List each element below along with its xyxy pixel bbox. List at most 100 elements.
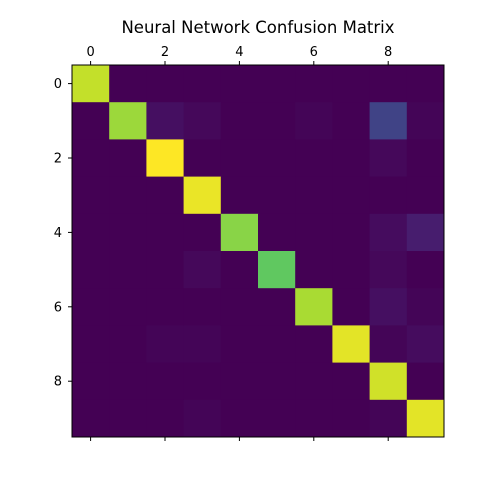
- heatmap-cell-r3-c7: [332, 176, 370, 215]
- y-tick-label-8: 8: [54, 375, 62, 390]
- heatmap-cell-r2-c4: [220, 139, 259, 177]
- heatmap-cell-r6-c7: [332, 288, 370, 326]
- heatmap-cell-r7-c2: [146, 325, 184, 363]
- heatmap-cell-r2-c1: [109, 139, 147, 177]
- heatmap-cell-r8-c4: [220, 362, 259, 401]
- axis-ticks: 0 2 4 6 8 0 2 4 6 8: [54, 45, 392, 441]
- heatmap-cells: [72, 65, 445, 438]
- heatmap-cell-r2-c2: [146, 139, 184, 177]
- heatmap-cell-r1-c0: [72, 102, 110, 140]
- heatmap-cell-r3-c1: [109, 176, 147, 215]
- heatmap-cell-r8-c6: [295, 362, 333, 401]
- heatmap-cell-r5-c6: [295, 251, 333, 289]
- heatmap-cell-r1-c2: [146, 102, 184, 140]
- heatmap-cell-r1-c9: [406, 102, 445, 140]
- heatmap-cell-r5-c5: [258, 251, 296, 289]
- heatmap-cell-r7-c7: [332, 325, 370, 363]
- heatmap-cell-r6-c1: [109, 288, 147, 326]
- heatmap-cell-r5-c0: [72, 251, 110, 289]
- heatmap-cell-r3-c5: [258, 176, 296, 215]
- heatmap-cell-r6-c5: [258, 288, 296, 326]
- heatmap-cell-r8-c0: [72, 362, 110, 401]
- heatmap-cell-r9-c8: [369, 399, 408, 438]
- chart-title: Neural Network Confusion Matrix: [121, 18, 394, 37]
- heatmap-cell-r4-c2: [146, 213, 184, 252]
- heatmap-cell-r7-c5: [258, 325, 296, 363]
- heatmap-cell-r4-c7: [332, 213, 370, 252]
- heatmap-cell-r3-c9: [406, 176, 445, 215]
- heatmap-cell-r4-c0: [72, 213, 110, 252]
- heatmap-cell-r8-c7: [332, 362, 370, 401]
- heatmap-cell-r8-c2: [146, 362, 184, 401]
- heatmap-cell-r5-c2: [146, 251, 184, 289]
- heatmap-cell-r6-c8: [369, 288, 408, 326]
- heatmap-cell-r0-c5: [258, 65, 296, 103]
- heatmap-cell-r2-c6: [295, 139, 333, 177]
- heatmap-cell-r6-c0: [72, 288, 110, 326]
- heatmap-cell-r6-c4: [220, 288, 259, 326]
- heatmap-cell-r7-c0: [72, 325, 110, 363]
- heatmap-cell-r0-c6: [295, 65, 333, 103]
- x-tick-label-0: 0: [86, 45, 94, 60]
- heatmap-cell-r2-c8: [369, 139, 408, 177]
- heatmap-cell-r4-c1: [109, 213, 147, 252]
- heatmap-cell-r2-c0: [72, 139, 110, 177]
- heatmap-cell-r8-c3: [183, 362, 222, 401]
- heatmap-cell-r5-c9: [406, 251, 445, 289]
- heatmap-cell-r9-c5: [258, 399, 296, 438]
- heatmap-cell-r0-c3: [183, 65, 222, 103]
- heatmap-cell-r2-c3: [183, 139, 222, 177]
- heatmap-cell-r0-c8: [369, 65, 408, 103]
- heatmap-cell-r5-c3: [183, 251, 222, 289]
- heatmap-cell-r3-c6: [295, 176, 333, 215]
- heatmap-cell-r2-c7: [332, 139, 370, 177]
- heatmap-cell-r2-c5: [258, 139, 296, 177]
- heatmap-cell-r0-c7: [332, 65, 370, 103]
- y-tick-label-2: 2: [54, 152, 62, 167]
- heatmap-cell-r6-c9: [406, 288, 445, 326]
- heatmap-cell-r0-c9: [406, 65, 445, 103]
- heatmap-cell-r0-c0: [72, 65, 110, 103]
- heatmap-cell-r5-c7: [332, 251, 370, 289]
- heatmap-cell-r5-c8: [369, 251, 408, 289]
- plot-frame: [71, 64, 445, 438]
- heatmap-cell-r9-c1: [109, 399, 147, 438]
- heatmap-cell-r3-c8: [369, 176, 408, 215]
- heatmap-cell-r6-c3: [183, 288, 222, 326]
- heatmap-cell-r3-c3: [183, 176, 222, 215]
- heatmap-cell-r9-c9: [406, 399, 445, 438]
- heatmap-cell-r4-c3: [183, 213, 222, 252]
- heatmap-cell-r9-c4: [220, 399, 259, 438]
- heatmap-cell-r1-c4: [220, 102, 259, 140]
- heatmap-cell-r8-c1: [109, 362, 147, 401]
- heatmap-cell-r6-c6: [295, 288, 333, 326]
- heatmap-cell-r5-c4: [220, 251, 259, 289]
- heatmap-cell-r3-c2: [146, 176, 184, 215]
- heatmap-cell-r7-c1: [109, 325, 147, 363]
- heatmap-cell-r7-c9: [406, 325, 445, 363]
- heatmap-cell-r0-c1: [109, 65, 147, 103]
- heatmap-cell-r7-c8: [369, 325, 408, 363]
- x-tick-label-2: 2: [161, 45, 169, 60]
- heatmap-cell-r7-c3: [183, 325, 222, 363]
- x-tick-label-6: 6: [310, 45, 318, 60]
- heatmap-cell-r1-c3: [183, 102, 222, 140]
- heatmap-cell-r1-c1: [109, 102, 147, 140]
- heatmap-cell-r9-c6: [295, 399, 333, 438]
- heatmap-cell-r1-c7: [332, 102, 370, 140]
- heatmap-cell-r2-c9: [406, 139, 445, 177]
- heatmap-cell-r3-c4: [220, 176, 259, 215]
- heatmap-cell-r8-c5: [258, 362, 296, 401]
- heatmap-cell-r5-c1: [109, 251, 147, 289]
- heatmap-cell-r9-c0: [72, 399, 110, 438]
- heatmap-cell-r6-c2: [146, 288, 184, 326]
- y-tick-label-0: 0: [54, 77, 62, 92]
- heatmap-cell-r9-c3: [183, 399, 222, 438]
- heatmap-cell-r1-c6: [295, 102, 333, 140]
- heatmap-cell-r7-c6: [295, 325, 333, 363]
- x-tick-label-4: 4: [235, 45, 243, 60]
- y-tick-label-6: 6: [54, 300, 62, 315]
- heatmap-cell-r4-c6: [295, 213, 333, 252]
- x-tick-label-8: 8: [384, 45, 392, 60]
